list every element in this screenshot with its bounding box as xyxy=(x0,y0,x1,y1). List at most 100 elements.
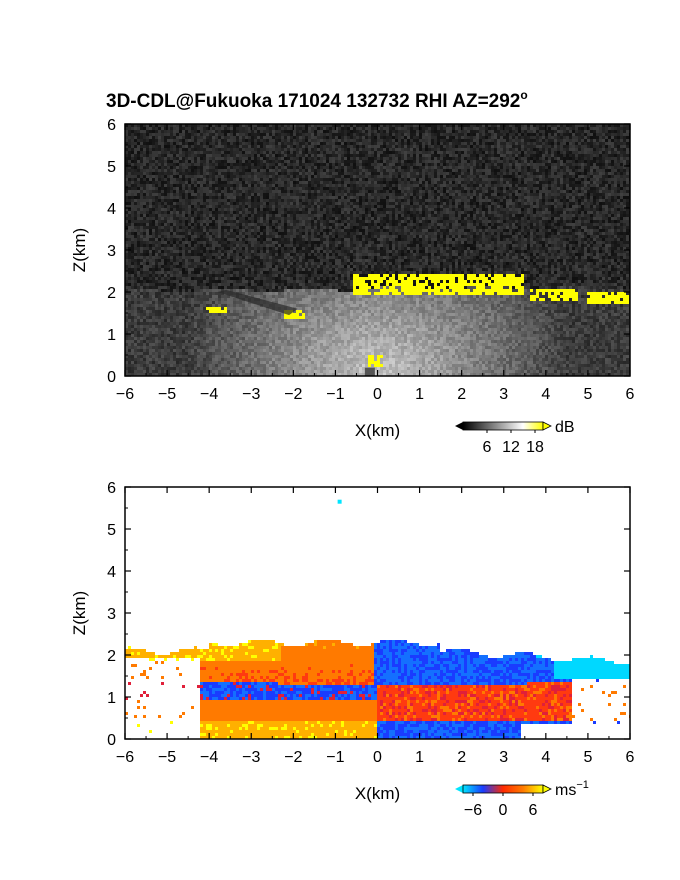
reflectivity-cell xyxy=(188,184,191,187)
reflectivity-cell xyxy=(146,304,149,307)
reflectivity-cell xyxy=(254,205,257,208)
reflectivity-cell xyxy=(149,214,152,217)
reflectivity-cell xyxy=(140,301,143,304)
reflectivity-cell xyxy=(287,340,290,343)
reflectivity-cell xyxy=(191,304,194,307)
reflectivity-cell xyxy=(182,367,185,370)
reflectivity-cell xyxy=(296,367,299,370)
reflectivity-cell xyxy=(134,367,137,370)
reflectivity-cell xyxy=(152,169,155,172)
reflectivity-cell xyxy=(170,166,173,169)
reflectivity-cell xyxy=(263,328,266,331)
reflectivity-cell xyxy=(293,166,296,169)
reflectivity-cell xyxy=(173,316,176,319)
reflectivity-cell xyxy=(269,184,272,187)
reflectivity-cell xyxy=(260,187,263,190)
reflectivity-cell xyxy=(185,229,188,232)
reflectivity-cell xyxy=(137,292,140,295)
reflectivity-cell xyxy=(281,280,284,283)
reflectivity-cell xyxy=(128,151,131,154)
reflectivity-cell xyxy=(164,130,167,133)
reflectivity-cell xyxy=(176,319,179,322)
reflectivity-cell xyxy=(230,154,233,157)
reflectivity-cell xyxy=(233,151,236,154)
reflectivity-cell xyxy=(215,268,218,271)
reflectivity-cell xyxy=(179,247,182,250)
reflectivity-cell xyxy=(182,130,185,133)
reflectivity-cell xyxy=(275,340,278,343)
reflectivity-cell xyxy=(284,202,287,205)
reflectivity-cell xyxy=(128,256,131,259)
reflectivity-cell xyxy=(296,202,299,205)
reflectivity-cell xyxy=(221,298,224,301)
reflectivity-cell xyxy=(203,361,206,364)
reflectivity-cell xyxy=(149,310,152,313)
reflectivity-cell xyxy=(263,337,266,340)
reflectivity-cell xyxy=(278,364,281,367)
reflectivity-cell xyxy=(182,247,185,250)
reflectivity-cell xyxy=(284,253,287,256)
reflectivity-cell xyxy=(218,337,221,340)
reflectivity-cell xyxy=(248,190,251,193)
reflectivity-cell xyxy=(158,265,161,268)
reflectivity-cell xyxy=(275,214,278,217)
reflectivity-cell xyxy=(236,319,239,322)
reflectivity-cell xyxy=(248,145,251,148)
reflectivity-cell xyxy=(140,142,143,145)
reflectivity-cell xyxy=(281,313,284,316)
reflectivity-cell xyxy=(209,349,212,352)
reflectivity-cell xyxy=(218,361,221,364)
reflectivity-cell xyxy=(200,256,203,259)
reflectivity-cell xyxy=(218,157,221,160)
reflectivity-cell xyxy=(143,322,146,325)
reflectivity-cell xyxy=(128,145,131,148)
reflectivity-cell xyxy=(245,238,248,241)
reflectivity-cell xyxy=(134,169,137,172)
reflectivity-cell xyxy=(131,166,134,169)
reflectivity-cell xyxy=(227,172,230,175)
reflectivity-cell xyxy=(179,208,182,211)
reflectivity-cell xyxy=(179,163,182,166)
reflectivity-cell xyxy=(200,346,203,349)
reflectivity-cell xyxy=(134,328,137,331)
reflectivity-cell xyxy=(293,187,296,190)
reflectivity-cell xyxy=(164,208,167,211)
reflectivity-cell xyxy=(173,205,176,208)
reflectivity-cell xyxy=(194,370,197,373)
reflectivity-cell xyxy=(209,325,212,328)
reflectivity-cell xyxy=(263,241,266,244)
reflectivity-cell xyxy=(155,193,158,196)
reflectivity-cell xyxy=(233,241,236,244)
reflectivity-cell xyxy=(188,301,191,304)
reflectivity-cell xyxy=(269,202,272,205)
reflectivity-cell xyxy=(248,172,251,175)
reflectivity-cell xyxy=(140,175,143,178)
reflectivity-cell xyxy=(221,355,224,358)
reflectivity-cell xyxy=(194,226,197,229)
reflectivity-cell xyxy=(254,172,257,175)
reflectivity-cell xyxy=(185,361,188,364)
reflectivity-cell xyxy=(218,340,221,343)
reflectivity-cell xyxy=(245,283,248,286)
reflectivity-cell xyxy=(185,196,188,199)
reflectivity-cell xyxy=(275,211,278,214)
reflectivity-cell xyxy=(179,166,182,169)
reflectivity-cell xyxy=(191,262,194,265)
reflectivity-cell xyxy=(218,295,221,298)
reflectivity-cell xyxy=(230,364,233,367)
reflectivity-cell xyxy=(197,217,200,220)
reflectivity-cell xyxy=(152,334,155,337)
reflectivity-cell xyxy=(248,136,251,139)
reflectivity-cell xyxy=(266,166,269,169)
reflectivity-cell xyxy=(296,280,299,283)
reflectivity-cell xyxy=(227,229,230,232)
reflectivity-cell xyxy=(275,364,278,367)
reflectivity-cell xyxy=(128,313,131,316)
reflectivity-cell xyxy=(137,232,140,235)
reflectivity-cell xyxy=(158,277,161,280)
reflectivity-cell xyxy=(272,268,275,271)
reflectivity-cell xyxy=(269,346,272,349)
reflectivity-cell xyxy=(131,175,134,178)
reflectivity-cell xyxy=(263,178,266,181)
reflectivity-cell xyxy=(230,220,233,223)
